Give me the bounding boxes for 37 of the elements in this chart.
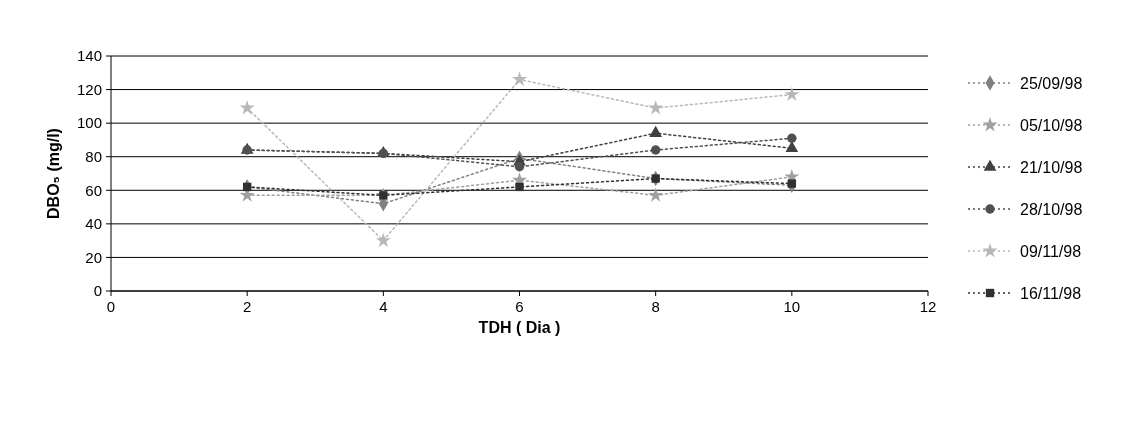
point (651, 174, 660, 183)
point (514, 162, 525, 172)
x-tick-label: 10 (783, 298, 801, 315)
point (648, 100, 664, 115)
y-axis-title: DBO₅ (mg/l) (45, 128, 62, 219)
legend-label: 05/10/98 (1020, 116, 1083, 134)
y-tick-label: 60 (85, 181, 102, 199)
y-tick-label: 120 (76, 80, 102, 98)
point (787, 133, 797, 143)
point (511, 71, 528, 86)
point (515, 182, 524, 192)
y-tick-label: 20 (85, 248, 102, 266)
legend-label: 28/10/98 (1020, 200, 1083, 218)
x-tick-label: 2 (242, 298, 252, 315)
point (785, 140, 799, 152)
y-tick-label: 40 (85, 215, 102, 233)
x-axis-title: TDH ( Dia ) (478, 319, 561, 336)
point (239, 100, 255, 115)
y-tick-label: 140 (76, 47, 102, 65)
x-tick-label: 0 (106, 298, 116, 315)
x-tick-label: 6 (515, 298, 524, 315)
point (375, 232, 391, 248)
legend-label: 25/09/98 (1020, 74, 1083, 92)
y-tick-label: 0 (93, 282, 102, 300)
y-tick-label: 80 (85, 147, 102, 165)
point (650, 145, 661, 155)
x-tick-label: 4 (379, 298, 388, 315)
point (649, 125, 663, 137)
point (648, 187, 664, 202)
point (787, 179, 797, 188)
legend-label: 16/11/98 (1020, 284, 1082, 302)
legend-label: 09/11/98 (1020, 242, 1082, 260)
x-tick-label: 12 (919, 298, 937, 315)
point (784, 86, 800, 101)
x-tick-label: 8 (651, 298, 660, 315)
y-tick-label: 100 (76, 114, 102, 132)
legend-label: 21/10/98 (1020, 158, 1083, 176)
